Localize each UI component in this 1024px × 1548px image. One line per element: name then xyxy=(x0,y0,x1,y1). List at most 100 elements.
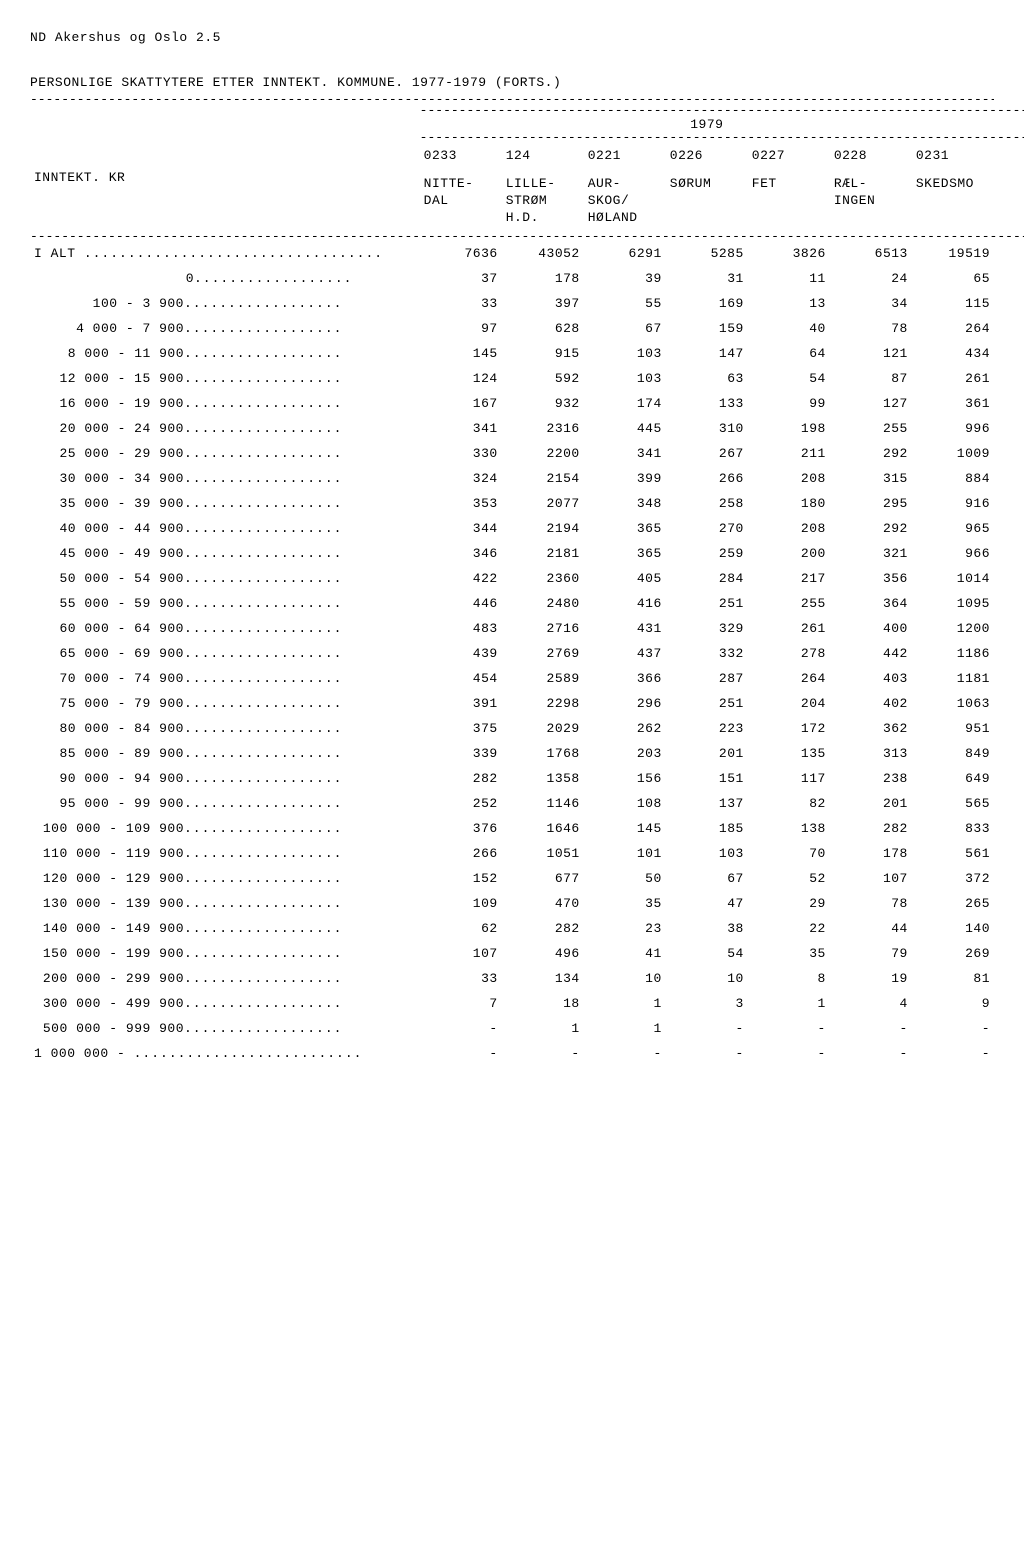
row-label: 55 000 - 59 900 .................. xyxy=(30,591,420,616)
cell-value: 2181 xyxy=(502,541,584,566)
table-row: 40 000 - 44 900 ..................344219… xyxy=(30,516,994,541)
cell-value: 284 xyxy=(666,566,748,591)
cell-value: 1 xyxy=(502,1016,584,1041)
page-header: ND Akershus og Oslo 2.5 xyxy=(30,30,994,45)
cell-value: 10 xyxy=(666,966,748,991)
row-label: 30 000 - 34 900 .................. xyxy=(30,466,420,491)
cell-value: 439 xyxy=(420,641,502,666)
row-label: 85 000 - 89 900 .................. xyxy=(30,741,420,766)
row-label: 500 000 - 999 900 .................. xyxy=(30,1016,420,1041)
cell-value: 496 xyxy=(502,941,584,966)
cell-value: 82 xyxy=(748,791,830,816)
cell-value: 445 xyxy=(584,416,666,441)
cell-value: 211 xyxy=(748,441,830,466)
cell-value: 67 xyxy=(666,866,748,891)
cell-value: 5285 xyxy=(666,241,748,266)
cell-value: - xyxy=(830,1041,912,1066)
table-row: 110 000 - 119 900 ..................2661… xyxy=(30,841,994,866)
table-row: 200 000 - 299 900 ..................3313… xyxy=(30,966,994,991)
cell-value: 2200 xyxy=(502,441,584,466)
cell-value: 561 xyxy=(912,841,994,866)
cell-value: 55 xyxy=(584,291,666,316)
cell-value: 252 xyxy=(420,791,502,816)
cell-value: 1009 xyxy=(912,441,994,466)
cell-value: 19519 xyxy=(912,241,994,266)
cell-value: 81 xyxy=(912,966,994,991)
cell-value: 344 xyxy=(420,516,502,541)
cell-value: - xyxy=(584,1041,666,1066)
cell-value: 208 xyxy=(748,466,830,491)
cell-value: 4 xyxy=(830,991,912,1016)
cell-value: 62 xyxy=(420,916,502,941)
data-table: ----------------------------------------… xyxy=(30,107,994,1066)
cell-value: - xyxy=(748,1016,830,1041)
row-header-label: INNTEKT. KR xyxy=(34,148,416,187)
cell-value: 402 xyxy=(830,691,912,716)
row-label: 150 000 - 199 900 .................. xyxy=(30,941,420,966)
cell-value: 198 xyxy=(748,416,830,441)
cell-value: 201 xyxy=(830,791,912,816)
cell-value: 10 xyxy=(584,966,666,991)
cell-value: 565 xyxy=(912,791,994,816)
cell-value: 41 xyxy=(584,941,666,966)
cell-value: 292 xyxy=(830,441,912,466)
row-label: 8 000 - 11 900 .................. xyxy=(30,341,420,366)
table-row: 8 000 - 11 900 ..................1459151… xyxy=(30,341,994,366)
table-row: 35 000 - 39 900 ..................353207… xyxy=(30,491,994,516)
row-label: 300 000 - 499 900 .................. xyxy=(30,991,420,1016)
cell-value: 43052 xyxy=(502,241,584,266)
column-name: AUR-SKOG/HØLAND xyxy=(584,170,666,233)
cell-value: 1358 xyxy=(502,766,584,791)
cell-value: 24 xyxy=(830,266,912,291)
row-label: 25 000 - 29 900 .................. xyxy=(30,441,420,466)
cell-value: 264 xyxy=(748,666,830,691)
divider-sub: ----------------------------------------… xyxy=(420,107,994,115)
cell-value: 321 xyxy=(830,541,912,566)
row-label: 110 000 - 119 900 .................. xyxy=(30,841,420,866)
row-label: 140 000 - 149 900 .................. xyxy=(30,916,420,941)
divider-sub: ----------------------------------------… xyxy=(420,134,994,142)
cell-value: 282 xyxy=(420,766,502,791)
cell-value: 109 xyxy=(420,891,502,916)
cell-value: 1095 xyxy=(912,591,994,616)
cell-value: 40 xyxy=(748,316,830,341)
cell-value: 103 xyxy=(666,841,748,866)
column-name: NITTE-DAL xyxy=(420,170,502,233)
cell-value: 915 xyxy=(502,341,584,366)
cell-value: 238 xyxy=(830,766,912,791)
cell-value: 208 xyxy=(748,516,830,541)
cell-value: 366 xyxy=(584,666,666,691)
row-label: 16 000 - 19 900 .................. xyxy=(30,391,420,416)
cell-value: 454 xyxy=(420,666,502,691)
cell-value: 108 xyxy=(584,791,666,816)
cell-value: 140 xyxy=(912,916,994,941)
cell-value: 178 xyxy=(830,841,912,866)
cell-value: 251 xyxy=(666,591,748,616)
cell-value: 2194 xyxy=(502,516,584,541)
table-row: 30 000 - 34 900 ..................324215… xyxy=(30,466,994,491)
cell-value: 399 xyxy=(584,466,666,491)
table-row: 70 000 - 74 900 ..................454258… xyxy=(30,666,994,691)
cell-value: 592 xyxy=(502,366,584,391)
row-label: 100 000 - 109 900 .................. xyxy=(30,816,420,841)
column-name: FET xyxy=(748,170,830,233)
table-row: 1 000 000 - .......................... - -… xyxy=(30,1041,994,1066)
column-code: 0226 xyxy=(666,142,748,171)
cell-value: 365 xyxy=(584,541,666,566)
cell-value: 2480 xyxy=(502,591,584,616)
cell-value: 884 xyxy=(912,466,994,491)
column-code: 124 xyxy=(502,142,584,171)
row-label: 0 .................. xyxy=(30,266,420,291)
cell-value: 22 xyxy=(748,916,830,941)
cell-value: 65 xyxy=(912,266,994,291)
cell-value: 97 xyxy=(420,316,502,341)
cell-value: 261 xyxy=(912,366,994,391)
cell-value: 951 xyxy=(912,716,994,741)
cell-value: 255 xyxy=(748,591,830,616)
row-label: 1 000 000 - .......................... xyxy=(30,1041,420,1066)
cell-value: 330 xyxy=(420,441,502,466)
cell-value: 1 xyxy=(584,1016,666,1041)
cell-value: 134 xyxy=(502,966,584,991)
cell-value: 145 xyxy=(584,816,666,841)
table-row: 12 000 - 15 900 ..................124592… xyxy=(30,366,994,391)
